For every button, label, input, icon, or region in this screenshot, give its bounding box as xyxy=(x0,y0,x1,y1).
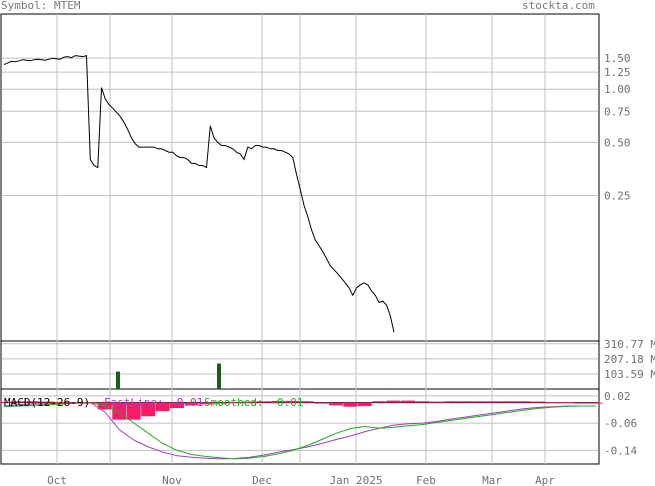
macd-histogram-bar xyxy=(328,402,343,406)
price-line xyxy=(3,54,395,333)
macd-histogram-bar xyxy=(155,402,170,412)
site-watermark: stockta.com xyxy=(522,0,595,12)
macd-histogram-bar xyxy=(256,401,271,403)
macd-histogram-bar xyxy=(372,401,387,403)
macd-histogram-bar xyxy=(141,402,156,417)
macd-histogram-bar xyxy=(300,401,314,403)
macd-histogram-bar xyxy=(357,402,372,407)
macd-histogram-bar xyxy=(227,402,242,404)
macd-tick-label: -0.14 xyxy=(604,444,637,457)
month-label: Mar xyxy=(482,474,502,486)
macd-histogram-bar xyxy=(386,400,401,403)
macd-histogram-bar xyxy=(314,402,329,404)
macd-histogram-bar xyxy=(25,401,40,403)
volume-bars xyxy=(116,363,390,389)
price-tick-label: 0.25 xyxy=(604,190,631,203)
month-label: Jan 2025 xyxy=(330,474,383,486)
macd-histogram-bar xyxy=(285,400,300,403)
price-tick-label: 1.50 xyxy=(604,52,631,65)
macd-histogram-bar xyxy=(502,401,517,403)
macd-histogram-bar xyxy=(458,401,473,403)
volume-bar xyxy=(386,388,390,389)
macd-histogram-bar xyxy=(40,401,55,403)
macd-histogram-bar xyxy=(126,402,141,420)
macd-histogram-bar xyxy=(271,400,286,403)
macd-histogram-bar xyxy=(588,402,603,404)
volume-tick-label: 310.77 M xyxy=(604,338,655,351)
macd-smoothed-line xyxy=(3,402,596,460)
symbol-label: Symbol: MTEM xyxy=(1,0,81,12)
macd-histogram xyxy=(0,400,603,420)
macd-tick-label: 0.02 xyxy=(604,390,631,403)
macd-histogram-bar xyxy=(11,401,26,403)
month-label: Apr xyxy=(535,474,555,486)
price-line-group xyxy=(3,54,395,333)
macd-histogram-bar xyxy=(559,402,574,404)
macd-histogram-bar xyxy=(487,401,502,403)
price-tick-label: 1.25 xyxy=(604,66,631,79)
macd-histogram-bar xyxy=(516,401,531,403)
macd-histogram-bar xyxy=(242,401,257,403)
macd-histogram-bar xyxy=(545,402,560,404)
macd-legend: MACD(12-26-9) FastLine: -0.01 Smoothed: … xyxy=(4,396,303,409)
macd-histogram-bar xyxy=(574,402,589,404)
macd-histogram-bar xyxy=(0,401,11,403)
price-tick-label: 0.75 xyxy=(604,105,631,118)
month-label: Nov xyxy=(162,474,182,486)
macd-histogram-bar xyxy=(213,402,228,404)
macd-histogram-bar xyxy=(401,400,416,403)
axis-labels: 1.501.25 1.00 0.75 0.50 0.25 Oct Nov Dec Jan 202… xyxy=(47,52,655,486)
macd-histogram-bar xyxy=(97,402,112,410)
macd-histogram-bar xyxy=(429,401,444,403)
macd-histogram-bar xyxy=(343,402,358,407)
volume-bar xyxy=(217,363,221,389)
macd-histogram-bar xyxy=(54,401,69,403)
volume-tick-label: 103.59 M xyxy=(604,368,655,381)
macd-histogram-bar xyxy=(473,401,488,403)
smoothed-legend: Smoothed: -0.01 xyxy=(204,396,303,409)
month-label: Feb xyxy=(416,474,436,486)
fastline-legend: FastLine: -0.01 xyxy=(104,396,203,409)
macd-histogram-bar xyxy=(444,401,459,403)
month-label: Oct xyxy=(47,474,67,486)
macd-histogram-bar xyxy=(415,401,430,403)
volume-bar xyxy=(116,371,120,389)
macd-lines xyxy=(3,402,596,460)
macd-histogram-bar xyxy=(170,402,184,409)
price-tick-label: 0.50 xyxy=(604,136,631,149)
month-label: Dec xyxy=(252,474,272,486)
macd-histogram-bar xyxy=(531,401,545,403)
macd-histogram-bar xyxy=(198,402,213,405)
macd-title: MACD(12-26-9) xyxy=(4,396,90,409)
volume-tick-label: 207.18 M xyxy=(604,353,655,366)
macd-tick-label: -0.06 xyxy=(604,417,637,430)
price-tick-label: 1.00 xyxy=(604,83,631,96)
macd-histogram-bar xyxy=(184,402,199,406)
